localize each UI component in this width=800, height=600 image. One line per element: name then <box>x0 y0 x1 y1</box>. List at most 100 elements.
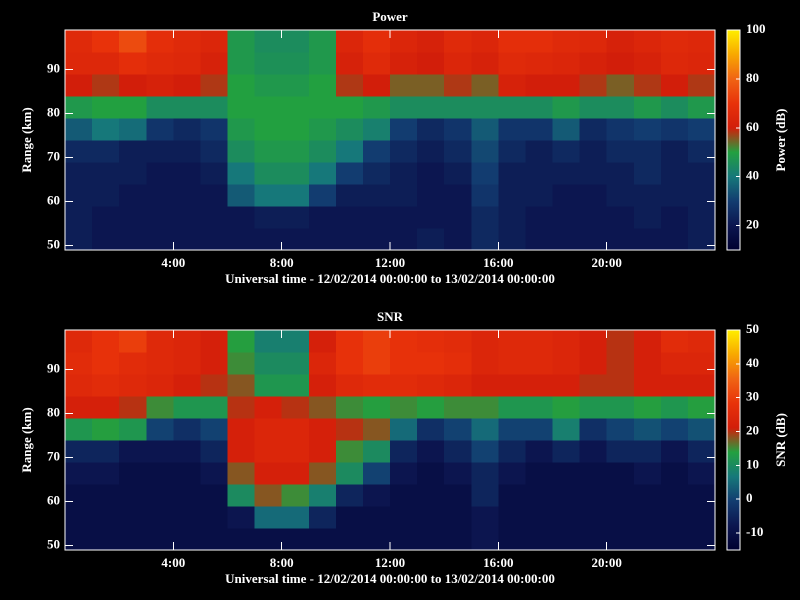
x-tick-label: 8:00 <box>270 555 294 570</box>
heat-cell <box>173 330 201 353</box>
heat-cell <box>579 206 608 229</box>
heat-cell <box>498 506 526 529</box>
heat-cell <box>227 440 256 463</box>
y-tick-label: 50 <box>47 237 60 252</box>
heat-cell <box>92 506 120 529</box>
heat-cell <box>335 528 364 551</box>
heat-cell <box>606 140 635 163</box>
heat-cell <box>633 506 662 529</box>
heat-cell <box>335 418 364 441</box>
heat-cell <box>552 52 581 75</box>
heat-cell <box>525 30 553 53</box>
heat-cell <box>200 206 228 229</box>
heat-cell <box>362 118 391 141</box>
heat-cell <box>444 184 472 207</box>
heat-cell <box>65 52 93 75</box>
heat-cell <box>92 396 120 419</box>
heat-cell <box>335 462 364 485</box>
heat-cell <box>552 506 581 529</box>
colorbar-tick-label: 40 <box>746 355 759 370</box>
heat-cell <box>254 184 283 207</box>
heat-cell <box>65 30 93 53</box>
heat-cell <box>254 140 283 163</box>
heat-cell <box>498 330 526 353</box>
heat-cell <box>552 30 581 53</box>
heat-cell <box>362 74 391 97</box>
x-tick-label: 12:00 <box>375 255 405 270</box>
heat-cell <box>660 396 689 419</box>
heat-cell <box>498 162 526 185</box>
heat-cell <box>471 484 499 507</box>
heat-cell <box>498 30 526 53</box>
heat-cell <box>687 396 716 419</box>
heat-cell <box>335 440 364 463</box>
heat-cell <box>552 462 581 485</box>
heat-cell <box>606 162 635 185</box>
heat-cell <box>65 96 93 119</box>
heat-cell <box>687 506 716 529</box>
heat-cell <box>498 74 526 97</box>
heat-cell <box>146 162 174 185</box>
heat-cell <box>119 74 147 97</box>
heat-cell <box>552 440 581 463</box>
heat-cell <box>227 528 256 551</box>
heat-cell <box>498 118 526 141</box>
heat-cell <box>390 330 418 353</box>
heat-cell <box>687 206 716 229</box>
heat-cell <box>633 330 662 353</box>
heat-cell <box>200 352 228 375</box>
heat-cell <box>92 30 120 53</box>
heat-cell <box>200 462 228 485</box>
heat-cell <box>498 462 526 485</box>
heat-cell <box>65 118 93 141</box>
heat-cell <box>471 162 499 185</box>
heat-cell <box>119 528 147 551</box>
heat-cell <box>687 30 716 53</box>
heat-cell <box>92 184 120 207</box>
heat-cell <box>687 228 716 251</box>
heat-cell <box>390 118 418 141</box>
heat-cell <box>444 74 472 97</box>
heat-cell <box>227 30 256 53</box>
heat-cell <box>579 330 608 353</box>
heat-cell <box>390 396 418 419</box>
heat-cell <box>200 74 228 97</box>
heat-cell <box>362 462 391 485</box>
heat-cell <box>633 162 662 185</box>
heat-cell <box>308 140 337 163</box>
heat-cell <box>227 484 256 507</box>
heat-cell <box>227 206 256 229</box>
heat-cell <box>660 506 689 529</box>
heat-cell <box>308 528 337 551</box>
heat-cell <box>417 440 445 463</box>
heat-cell <box>633 184 662 207</box>
heat-cell <box>119 506 147 529</box>
heat-cell <box>579 462 608 485</box>
heat-cell <box>119 162 147 185</box>
heat-cell <box>362 484 391 507</box>
heat-cell <box>119 418 147 441</box>
heat-cell <box>227 396 256 419</box>
heat-cell <box>335 506 364 529</box>
heat-cell <box>254 484 283 507</box>
heat-cell <box>200 140 228 163</box>
heat-cell <box>579 228 608 251</box>
y-tick-label: 80 <box>47 105 60 120</box>
heat-cell <box>687 162 716 185</box>
y-axis-label: Range (km) <box>19 107 34 172</box>
heat-cell <box>281 30 310 53</box>
colorbar <box>727 30 740 250</box>
heat-cell <box>687 74 716 97</box>
heat-cell <box>281 52 310 75</box>
heat-cell <box>687 140 716 163</box>
heat-cell <box>119 462 147 485</box>
heat-cell <box>200 396 228 419</box>
heat-cell <box>687 484 716 507</box>
heat-cell <box>146 330 174 353</box>
heat-cell <box>146 484 174 507</box>
heat-cell <box>687 184 716 207</box>
heat-cell <box>119 140 147 163</box>
heat-cell <box>471 440 499 463</box>
heat-cell <box>552 330 581 353</box>
